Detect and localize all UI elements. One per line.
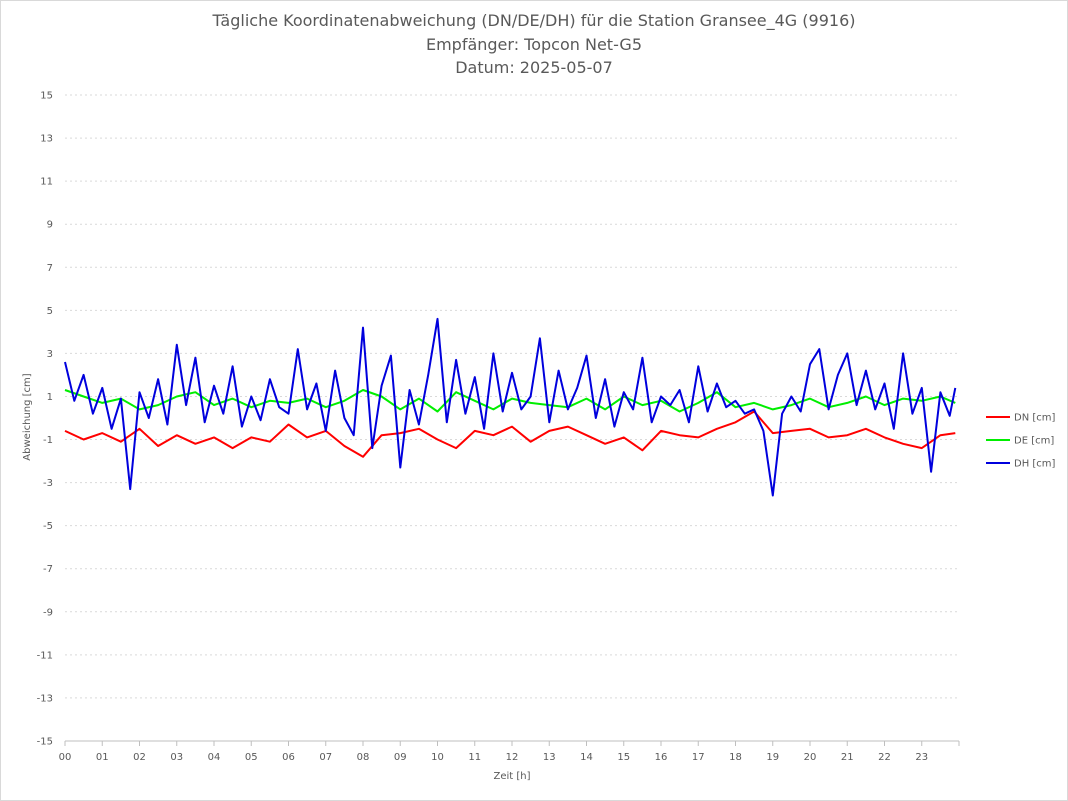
chart-title: Tägliche Koordinatenabweichung (DN/DE/DH… bbox=[212, 11, 856, 30]
y-axis-title: Abweichung [cm] bbox=[22, 373, 33, 460]
x-tick-label: 22 bbox=[878, 752, 891, 763]
x-tick-label: 08 bbox=[357, 752, 370, 763]
x-tick-label: 21 bbox=[841, 752, 854, 763]
x-axis-title: Zeit [h] bbox=[493, 771, 530, 782]
series-line-de bbox=[64, 389, 956, 413]
series-line-dh bbox=[64, 317, 957, 497]
legend: DN [cm] DE [cm] DH [cm] bbox=[986, 413, 1056, 470]
y-tick-label: 3 bbox=[47, 349, 53, 360]
y-tick-label: 11 bbox=[40, 177, 53, 188]
y-tick-label: -15 bbox=[37, 737, 53, 748]
x-tick-label: 12 bbox=[506, 752, 519, 763]
gridlines bbox=[65, 94, 959, 742]
x-tick-label: 19 bbox=[766, 752, 779, 763]
x-tick-label: 23 bbox=[915, 752, 928, 763]
y-tick-label: -13 bbox=[37, 693, 53, 704]
x-tick-label: 20 bbox=[804, 752, 817, 763]
axes: 15 13 11 9 7 5 3 1 -1 -3 -5 -7 -9 -11 -13 -15 00 01 02 03 04… bbox=[37, 91, 960, 763]
x-tick-label: 04 bbox=[208, 752, 221, 763]
y-tick-label: -1 bbox=[43, 435, 53, 446]
x-tick-label: 09 bbox=[394, 752, 407, 763]
series-line-dn bbox=[64, 410, 956, 458]
y-tick-label: -5 bbox=[43, 521, 53, 532]
series-lines bbox=[64, 317, 957, 497]
legend-label-dh: DH [cm] bbox=[1014, 459, 1056, 470]
x-tick-label: 03 bbox=[170, 752, 183, 763]
x-tick-label: 13 bbox=[543, 752, 556, 763]
x-tick-label: 10 bbox=[431, 752, 444, 763]
x-tick-label: 07 bbox=[319, 752, 332, 763]
y-tick-label: -7 bbox=[43, 564, 53, 575]
chart-subtitle: Empfänger: Topcon Net-G5 bbox=[425, 35, 643, 54]
x-tick-label: 05 bbox=[245, 752, 258, 763]
x-tick-label: 01 bbox=[96, 752, 109, 763]
chart-date: Datum: 2025-05-07 bbox=[455, 58, 613, 77]
x-tick-label: 14 bbox=[580, 752, 593, 763]
x-tick-label: 00 bbox=[59, 752, 72, 763]
x-tick-label: 16 bbox=[655, 752, 668, 763]
x-tick-label: 02 bbox=[133, 752, 146, 763]
y-tick-label: 7 bbox=[47, 263, 53, 274]
y-tick-label: -9 bbox=[43, 607, 53, 618]
y-tick-label: 13 bbox=[40, 134, 53, 145]
y-tick-label: -11 bbox=[37, 650, 53, 661]
y-tick-label: 5 bbox=[47, 306, 53, 317]
x-tick-label: 15 bbox=[617, 752, 630, 763]
x-tick-label: 18 bbox=[729, 752, 742, 763]
y-tick-label: 9 bbox=[47, 220, 53, 231]
legend-label-de: DE [cm] bbox=[1014, 436, 1054, 447]
legend-label-dn: DN [cm] bbox=[1014, 413, 1056, 424]
y-tick-label: 15 bbox=[40, 91, 53, 102]
y-tick-label: 1 bbox=[47, 392, 53, 403]
x-tick-label: 06 bbox=[282, 752, 295, 763]
x-tick-label: 11 bbox=[468, 752, 481, 763]
x-tick-label: 17 bbox=[692, 752, 705, 763]
y-tick-label: -3 bbox=[43, 478, 53, 489]
